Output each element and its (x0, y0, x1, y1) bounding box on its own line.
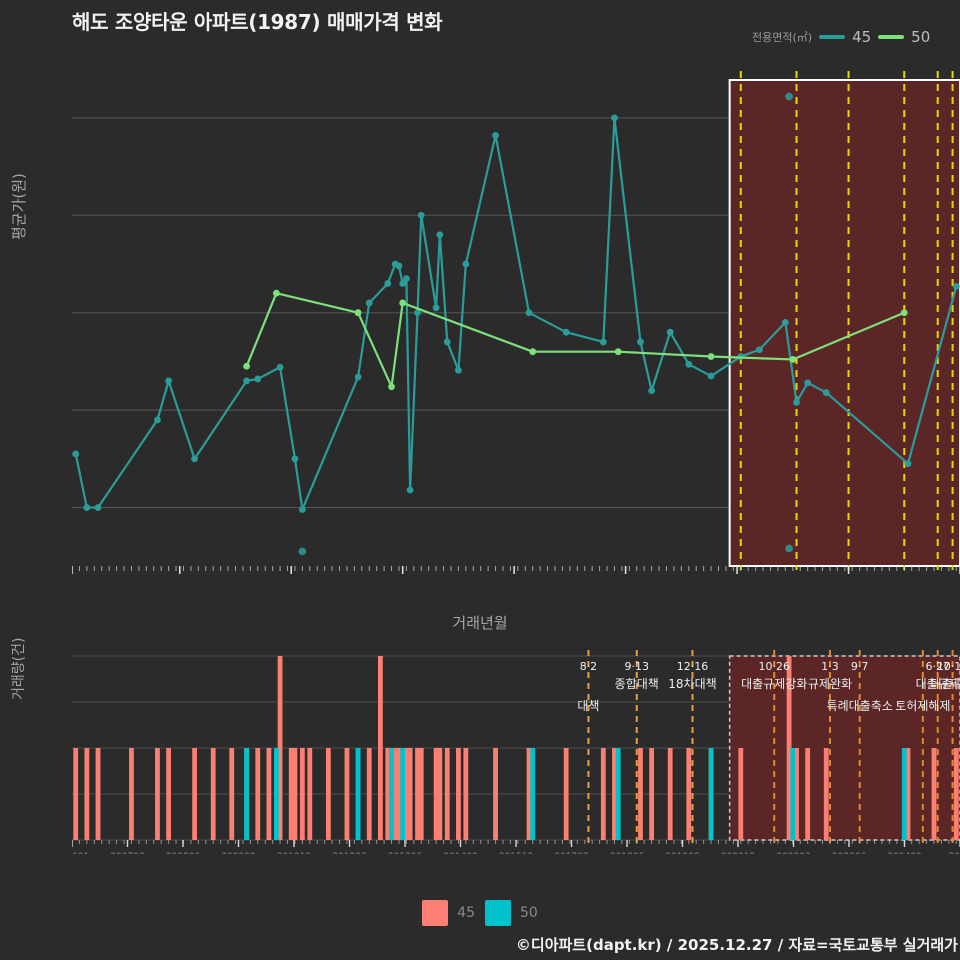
policy-annotations: 8·2 대책 9·13 종합대책 12·16 18차대책 10·26 대출규제강화 1·3 규제완… (577, 660, 960, 713)
volume-legend-item-45: 45 (422, 900, 475, 926)
svg-text:201012: 201012 (277, 852, 311, 854)
legend-swatch-45 (819, 35, 846, 39)
legend-label-45: 45 (852, 28, 872, 46)
series-legend: 전용면적(㎡) 45 50 (752, 28, 930, 46)
svg-text:201806: 201806 (610, 852, 645, 854)
svg-text:2025: 2025 (949, 852, 960, 854)
svg-text:201203: 201203 (332, 852, 366, 854)
volume-y-axis-title: 거래량(건) (11, 637, 27, 700)
price-y-axis-title: 평균가(원) (10, 173, 28, 240)
svg-text:대출규제강화: 대출규제강화 (741, 677, 807, 691)
footer-credit: ©디아파트(dapt.kr) / 2025.12.27 / 자료=국토교통부 실… (515, 936, 958, 954)
volume-highlight-region (728, 655, 960, 841)
svg-text:8·2: 8·2 (580, 660, 598, 673)
volume-legend-label-50: 50 (520, 905, 538, 921)
price-chart: 0.3억0.4억0.5억0.6억0.7억 2006012008062010122… (72, 66, 960, 574)
price-chart-svg: 0.3억0.4억0.5억0.6억0.7억 2006012008062010122… (72, 66, 960, 574)
svg-text:202306: 202306 (832, 852, 867, 854)
svg-text:18차대책: 18차대책 (668, 676, 716, 691)
svg-text:202012: 202012 (721, 852, 755, 854)
page-title: 해도 조양타운 아파트(1987) 매매가격 변화 (72, 10, 443, 34)
svg-text:토허제해제: 토허제해제 (895, 699, 950, 713)
volume-chart-svg: 8·2 대책 9·13 종합대책 12·16 18차대책 10·26 대출규제강화 1·3 규제완… (43, 649, 960, 862)
volume-bars (73, 656, 959, 840)
svg-text:1·3: 1·3 (821, 660, 839, 673)
legend-caption: 전용면적(㎡) (752, 31, 813, 44)
volume-legend-label-45: 45 (457, 905, 475, 921)
volume-chart: 8·2 대책 9·13 종합대책 12·16 18차대책 10·26 대출규제강화 1·3 규제완… (43, 649, 960, 862)
svg-text:10·15: 10·15 (937, 660, 960, 673)
svg-text:202409: 202409 (887, 852, 922, 854)
svg-text:201306: 201306 (388, 852, 423, 854)
svg-text:9·7: 9·7 (851, 660, 869, 673)
svg-text:200806: 200806 (166, 852, 201, 854)
svg-text:201409: 201409 (443, 852, 478, 854)
volume-legend-swatch-45 (422, 900, 449, 926)
svg-text:200703: 200703 (110, 852, 144, 854)
svg-text:대출규제: 대출규제 (916, 677, 960, 691)
svg-text:12·16: 12·16 (677, 660, 709, 673)
svg-text:201703: 201703 (554, 852, 588, 854)
series-group (72, 92, 960, 556)
volume-legend-item-50: 50 (485, 900, 538, 926)
svg-text:201909: 201909 (665, 852, 700, 854)
svg-text:대책: 대책 (577, 698, 599, 713)
svg-text:대출규제: 대출규제 (930, 677, 960, 691)
legend-swatch-50 (878, 35, 905, 39)
svg-text:10·26: 10·26 (758, 660, 790, 673)
svg-text:특례대출축소: 특례대출축소 (827, 699, 893, 713)
volume-legend: 45 50 (0, 900, 960, 926)
volume-legend-swatch-50 (485, 900, 511, 926)
volume-x-axis-ticks: 200601 200703 200806 200909 201012 201203 2013… (55, 840, 960, 862)
svg-text:202203: 202203 (776, 852, 810, 854)
highlight-region (728, 79, 960, 567)
price-x-axis-title: 거래년월 (452, 614, 508, 632)
svg-text:종합대책: 종합대책 (615, 676, 659, 691)
legend-label-50: 50 (911, 28, 931, 46)
svg-text:201512: 201512 (499, 852, 533, 854)
svg-text:200601: 200601 (72, 852, 89, 854)
svg-text:9·13: 9·13 (625, 660, 650, 673)
svg-text:200909: 200909 (221, 852, 256, 854)
svg-text:6·27: 6·27 (925, 660, 950, 673)
x-axis-ticks: 2006012008062010122013062015122018062020… (72, 566, 960, 574)
svg-text:규제완화: 규제완화 (808, 677, 852, 691)
